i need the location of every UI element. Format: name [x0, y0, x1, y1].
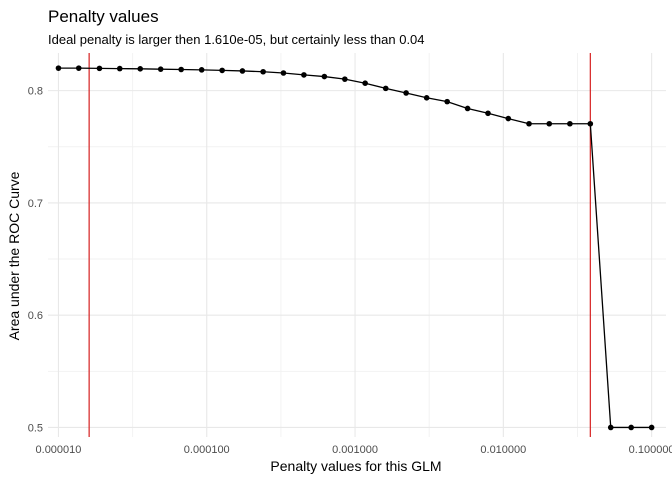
plot-grid	[48, 53, 666, 437]
data-point	[239, 68, 246, 74]
data-point	[280, 70, 287, 76]
data-point	[157, 66, 164, 72]
data-point	[423, 95, 430, 101]
auc-series-line	[58, 67, 652, 429]
x-axis-title: Penalty values for this GLM	[270, 458, 441, 474]
x-tick-label: 0.010000	[480, 444, 526, 456]
data-point	[607, 424, 614, 431]
y-tick-label: 0.7	[28, 198, 43, 210]
y-tick-labels: 0.5 0.6 0.7 0.8	[28, 86, 43, 435]
data-point	[587, 120, 594, 127]
data-point	[485, 110, 491, 117]
data-point	[55, 65, 62, 71]
y-axis-title: Area under the ROC Curve	[6, 171, 22, 340]
x-tick-label: 0.001000	[332, 444, 378, 456]
chart-title: Penalty values	[48, 7, 159, 26]
chart-subtitle: Ideal penalty is larger then 1.610e-05, …	[48, 32, 425, 47]
y-tick-label: 0.5	[28, 422, 43, 434]
data-point	[526, 120, 532, 127]
data-point	[75, 65, 82, 71]
x-tick-label: 0.000100	[184, 444, 230, 456]
data-point	[321, 73, 328, 80]
data-point	[505, 115, 512, 122]
data-point	[567, 120, 573, 127]
penalty-bounds	[88, 53, 591, 437]
data-point	[198, 67, 205, 73]
data-point	[137, 66, 144, 72]
y-tick-label: 0.8	[28, 86, 43, 98]
x-tick-label: 0.100000	[629, 444, 672, 456]
data-point	[444, 98, 450, 105]
series-layer	[55, 65, 655, 431]
data-point	[301, 72, 307, 78]
data-point	[342, 76, 348, 82]
data-point	[648, 424, 655, 431]
x-tick-label: 0.000010	[36, 444, 82, 456]
data-point	[362, 80, 368, 86]
data-point	[260, 68, 266, 75]
data-point	[546, 120, 553, 127]
data-point	[178, 66, 184, 73]
data-point	[96, 65, 103, 72]
x-tick-labels: 0.000010 0.000100 0.001000 0.010000 0.100000	[36, 444, 672, 456]
y-tick-label: 0.6	[28, 310, 43, 322]
data-point	[628, 424, 634, 431]
data-point	[116, 65, 123, 72]
data-point	[403, 90, 409, 96]
data-point	[382, 85, 389, 92]
data-point	[464, 105, 471, 112]
data-point	[219, 67, 225, 74]
